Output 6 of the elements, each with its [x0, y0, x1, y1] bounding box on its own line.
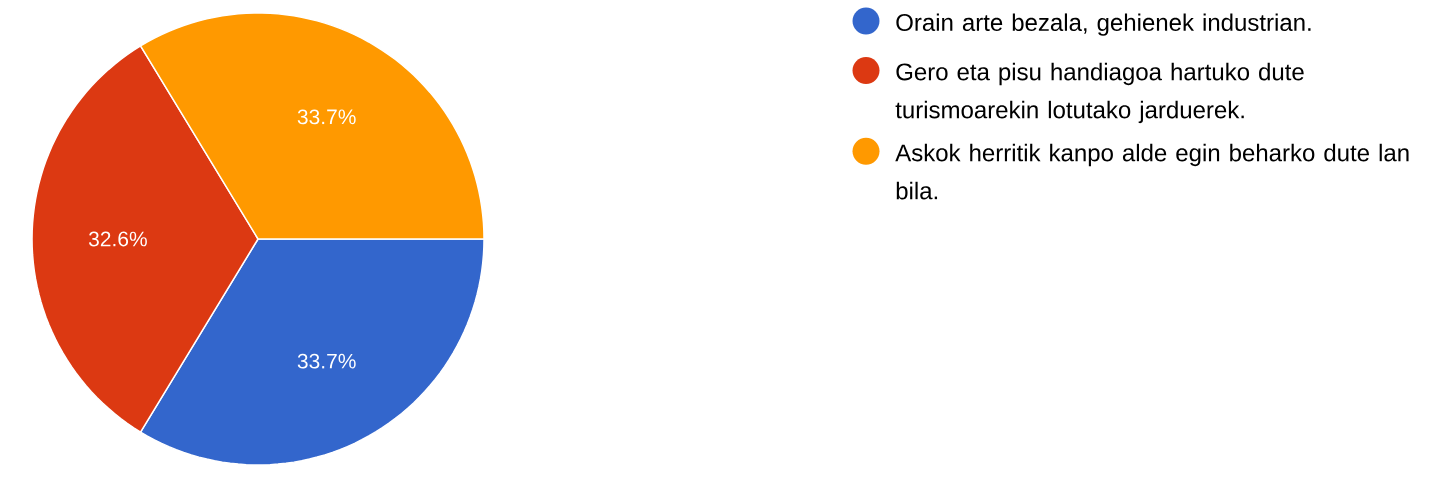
data-label: 33.7%: [297, 109, 356, 125]
data-label: 33.7%: [297, 353, 356, 369]
legend-label: Orain arte bezala, gehienek industrian.: [896, 13, 1311, 36]
data-label: 32.6%: [88, 231, 147, 247]
legend-label: Gero eta pisu handiagoa hartuko dute turismoarekin lotutako jarduerek.: [895, 62, 1304, 124]
legend-label: Askok herritik kanpo alde egin beharko dute lan bila.: [895, 143, 1409, 200]
